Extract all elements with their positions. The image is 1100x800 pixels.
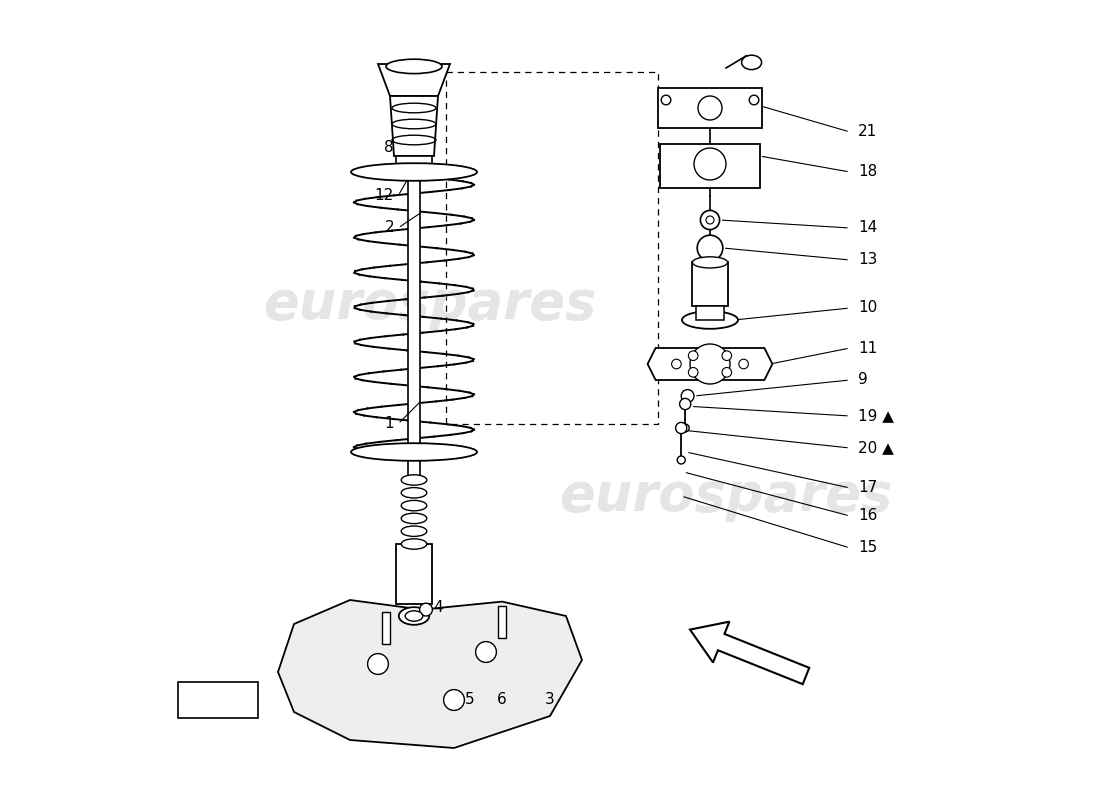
Text: 16: 16 — [858, 509, 878, 523]
Ellipse shape — [402, 488, 427, 498]
Text: 21: 21 — [858, 125, 878, 139]
Circle shape — [698, 96, 722, 120]
Text: 20 ▲: 20 ▲ — [858, 441, 894, 455]
Circle shape — [675, 422, 686, 434]
Circle shape — [678, 456, 685, 464]
Text: 7: 7 — [384, 449, 394, 463]
Circle shape — [701, 210, 719, 230]
Bar — [396, 544, 431, 604]
Ellipse shape — [741, 55, 761, 70]
Circle shape — [694, 148, 726, 180]
Bar — [396, 156, 431, 166]
Circle shape — [749, 95, 759, 105]
Circle shape — [706, 216, 714, 224]
Bar — [408, 176, 420, 480]
Text: 8: 8 — [384, 141, 394, 155]
Text: eurospares: eurospares — [263, 278, 596, 330]
FancyArrow shape — [690, 622, 810, 684]
Bar — [658, 88, 762, 128]
Circle shape — [681, 424, 690, 432]
Text: 15: 15 — [858, 541, 878, 555]
Ellipse shape — [405, 611, 422, 621]
Bar — [382, 612, 390, 644]
Text: 10: 10 — [858, 301, 878, 315]
Ellipse shape — [402, 526, 427, 537]
Circle shape — [661, 95, 671, 105]
Circle shape — [681, 390, 694, 402]
Text: 9: 9 — [858, 373, 868, 387]
Circle shape — [690, 344, 730, 384]
Circle shape — [689, 367, 698, 377]
Circle shape — [722, 367, 732, 377]
Text: ▲=1: ▲=1 — [197, 693, 231, 707]
Text: 1: 1 — [384, 417, 394, 431]
Ellipse shape — [402, 514, 427, 524]
Circle shape — [697, 235, 723, 261]
Circle shape — [367, 654, 388, 674]
Bar — [660, 144, 760, 188]
Text: 5: 5 — [465, 693, 475, 707]
Text: 2: 2 — [384, 221, 394, 235]
Text: 6: 6 — [497, 693, 507, 707]
Polygon shape — [378, 64, 450, 96]
Text: 18: 18 — [858, 165, 878, 179]
Ellipse shape — [682, 311, 738, 329]
Circle shape — [419, 603, 432, 616]
Polygon shape — [648, 348, 772, 380]
Text: 13: 13 — [858, 253, 878, 267]
Ellipse shape — [351, 443, 477, 461]
Circle shape — [680, 398, 691, 410]
Text: 19 ▲: 19 ▲ — [858, 409, 894, 423]
Circle shape — [475, 642, 496, 662]
Bar — [178, 682, 258, 718]
Text: 4: 4 — [433, 601, 443, 615]
Text: 11: 11 — [858, 341, 878, 355]
Text: 3: 3 — [546, 693, 554, 707]
Polygon shape — [278, 600, 582, 748]
Ellipse shape — [402, 501, 427, 511]
Circle shape — [739, 359, 748, 369]
Text: eurospares: eurospares — [559, 470, 893, 522]
Text: 17: 17 — [858, 481, 878, 495]
Ellipse shape — [351, 163, 477, 181]
Ellipse shape — [399, 607, 429, 625]
Text: 14: 14 — [858, 221, 878, 235]
Polygon shape — [390, 96, 438, 156]
Ellipse shape — [386, 59, 442, 74]
Circle shape — [672, 359, 681, 369]
Bar — [498, 606, 506, 638]
Ellipse shape — [692, 257, 727, 268]
Bar — [696, 306, 724, 320]
Bar — [692, 262, 727, 306]
Circle shape — [722, 351, 732, 361]
Ellipse shape — [402, 539, 427, 549]
Text: 12: 12 — [375, 189, 394, 203]
Ellipse shape — [402, 475, 427, 485]
Circle shape — [443, 690, 464, 710]
Circle shape — [689, 351, 698, 361]
